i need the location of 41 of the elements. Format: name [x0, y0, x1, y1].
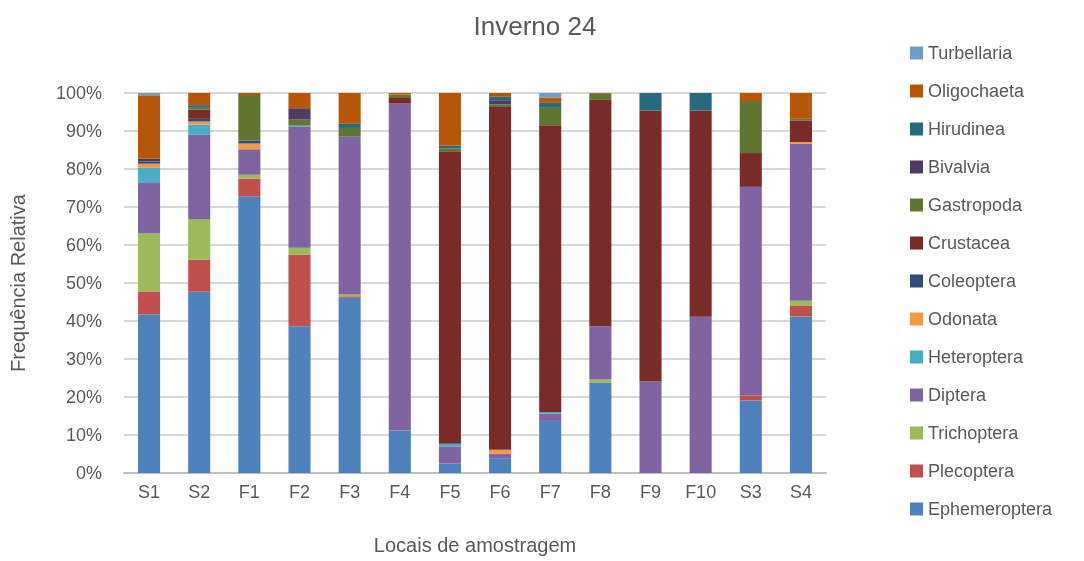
x-tick-label: S1 — [138, 482, 161, 502]
legend-label: Bivalvia — [928, 157, 992, 177]
legend-label: Turbellaria — [928, 43, 1014, 63]
x-tick-label: S4 — [789, 482, 812, 502]
x-tick-label: F2 — [288, 482, 311, 502]
legend-label: Oligochaeta — [928, 81, 1026, 101]
legend-label: Coleoptera — [928, 271, 1018, 291]
y-tick-label: 80% — [65, 159, 102, 179]
y-tick-label: 90% — [65, 121, 102, 141]
legend-label: Hirudinea — [928, 119, 1007, 139]
y-tick-label: 30% — [65, 349, 102, 369]
legend-label: Heteroptera — [928, 347, 1025, 367]
legend-label: Odonata — [928, 309, 999, 329]
y-tick-label: 40% — [65, 311, 102, 331]
y-tick-label: 70% — [65, 197, 102, 217]
x-tick-label: F8 — [589, 482, 611, 502]
x-axis-title: Locais de amostragem — [373, 534, 577, 556]
legend-label: Trichoptera — [928, 423, 1020, 443]
y-tick-label: 0% — [75, 463, 102, 483]
x-tick-label: F5 — [439, 482, 461, 502]
x-tick-label: F6 — [489, 482, 511, 502]
y-tick-label: 10% — [65, 425, 102, 445]
y-tick-label: 60% — [65, 235, 102, 255]
x-tick-label: F1 — [238, 482, 260, 502]
legend-label: Crustacea — [928, 233, 1012, 253]
legend-label: Ephemeroptera — [928, 499, 1054, 519]
x-tick-label: S2 — [188, 482, 211, 502]
legend-label: Gastropoda — [928, 195, 1024, 215]
x-tick-label: F3 — [339, 482, 361, 502]
x-tick-label: F9 — [639, 482, 662, 502]
y-tick-label: 100% — [55, 83, 102, 103]
x-tick-label: F7 — [539, 482, 561, 502]
chart-title: Inverno 24 — [473, 11, 597, 41]
legend-label: Plecoptera — [928, 461, 1016, 481]
y-tick-label: 20% — [65, 387, 102, 407]
x-tick-label: F10 — [685, 482, 717, 502]
legend-label: Diptera — [928, 385, 988, 405]
y-tick-label: 50% — [65, 273, 102, 293]
y-axis-title: Frequência Relativa — [7, 193, 29, 372]
x-tick-label: S3 — [739, 482, 762, 502]
x-tick-label: F4 — [389, 482, 411, 502]
